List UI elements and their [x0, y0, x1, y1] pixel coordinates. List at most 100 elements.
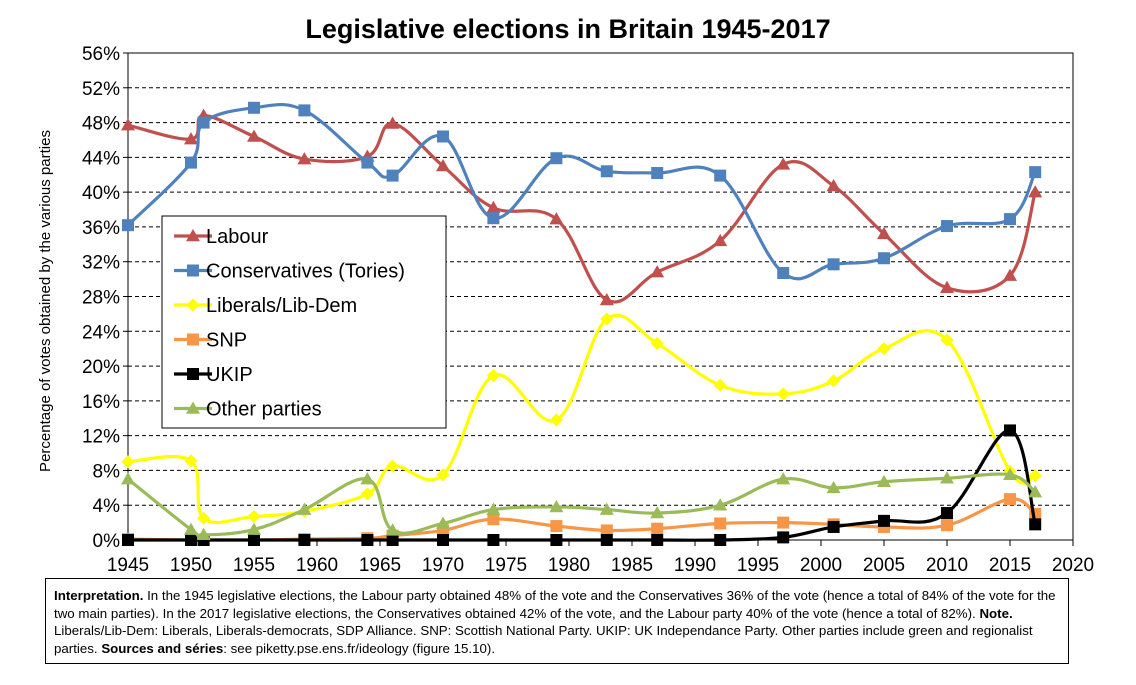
data-point: [385, 116, 400, 129]
interpretation-label: Interpretation.: [54, 588, 144, 603]
y-tick-label: 4%: [93, 496, 121, 517]
data-point: [878, 514, 890, 527]
data-point: [1003, 467, 1017, 481]
data-point: [600, 312, 614, 326]
series-5: [121, 467, 1043, 541]
data-point: [185, 534, 197, 546]
y-tick-label: 40%: [82, 183, 120, 204]
data-point: [361, 156, 374, 169]
x-tick-label: 1955: [233, 555, 275, 576]
data-point: [940, 280, 954, 294]
interpretation-text: In the 1945 legislative elections, the L…: [54, 588, 1056, 621]
legend-entry: SNP: [206, 330, 247, 352]
x-tick-label: 1995: [737, 555, 779, 576]
note-label: Note.: [979, 605, 1013, 621]
legend-marker: [187, 368, 199, 380]
sources-text: : see piketty.pse.ens.fr/ideology (figur…: [223, 640, 496, 656]
x-tick-label: 1960: [296, 555, 338, 576]
data-point: [826, 480, 841, 494]
y-tick-label: 32%: [82, 253, 120, 274]
data-point: [297, 502, 312, 515]
data-point: [940, 471, 954, 484]
data-point: [122, 534, 134, 546]
x-tick-label: 2015: [989, 555, 1031, 576]
data-point: [599, 292, 614, 306]
data-point: [940, 333, 954, 347]
data-point: [121, 455, 135, 469]
data-point: [1028, 185, 1043, 198]
data-point: [1029, 166, 1042, 179]
data-point: [247, 522, 261, 535]
data-point: [184, 522, 198, 535]
data-point: [436, 159, 450, 172]
data-point: [827, 374, 841, 388]
data-point: [486, 369, 500, 383]
data-point: [714, 169, 727, 182]
y-tick-label: 52%: [82, 79, 120, 100]
data-point: [877, 342, 891, 356]
data-point: [878, 252, 890, 265]
data-point: [361, 534, 374, 546]
x-tick-label: 1985: [611, 555, 653, 576]
data-point: [298, 104, 311, 117]
y-tick-label: 44%: [82, 148, 120, 169]
data-point: [651, 522, 664, 535]
data-point: [197, 511, 211, 525]
x-tick-label: 1965: [359, 555, 401, 576]
data-point: [386, 534, 399, 546]
data-point: [487, 534, 500, 546]
interpretation-note: Interpretation. In the 1945 legislative …: [45, 578, 1069, 664]
x-tick-label: 1950: [170, 555, 212, 576]
series-lines: [121, 101, 1043, 546]
x-tick-label: 2010: [926, 555, 968, 576]
x-tick-label: 2020: [1052, 555, 1094, 576]
x-tick-label: 2005: [863, 555, 905, 576]
data-point: [600, 534, 613, 546]
x-tick-label: 1975: [485, 555, 527, 576]
x-axis-ticks: 1945 1950 1955 1960 1965 1970 1975 1980 1985 1990…: [107, 540, 1094, 576]
series-line: [128, 428, 1037, 542]
data-point: [360, 472, 375, 485]
data-point: [1003, 268, 1017, 281]
data-point: [549, 212, 564, 225]
data-point: [297, 152, 312, 165]
data-point: [184, 454, 198, 468]
y-tick-label: 56%: [82, 44, 120, 65]
data-point: [650, 506, 665, 519]
data-point: [360, 487, 374, 501]
x-tick-label: 2000: [800, 555, 842, 576]
data-point: [248, 101, 260, 114]
y-tick-label: 36%: [82, 218, 120, 239]
data-point: [941, 519, 953, 532]
y-tick-label: 0%: [93, 531, 121, 552]
data-point: [877, 474, 891, 487]
legend-entry: Conservatives (Tories): [206, 261, 405, 283]
data-point: [776, 472, 791, 485]
series-2: [121, 312, 1042, 525]
data-point: [713, 378, 727, 392]
data-point: [437, 130, 449, 143]
data-point: [777, 516, 790, 529]
data-point: [714, 534, 727, 546]
data-point: [121, 472, 135, 485]
x-tick-label: 1945: [107, 555, 149, 576]
data-point: [486, 200, 501, 214]
data-point: [248, 534, 260, 546]
data-point: [385, 523, 400, 536]
data-point: [826, 179, 841, 192]
data-point: [436, 468, 450, 482]
legend-marker: [186, 229, 200, 242]
data-point: [247, 129, 261, 142]
legend: Labour Conservatives (Tories) Liberals/Lib…: [161, 215, 447, 429]
legend-entry: Liberals/Lib-Dem: [206, 295, 357, 317]
data-point: [550, 520, 563, 533]
data-point: [713, 233, 728, 247]
y-tick-label: 28%: [82, 288, 120, 309]
data-point: [550, 152, 563, 165]
chart-title: Legislative elections in Britain 1945-20…: [305, 14, 831, 44]
data-point: [877, 226, 891, 240]
note-text: Liberals/Lib-Dem: Liberals, Liberals-dem…: [54, 623, 1033, 656]
data-point: [196, 527, 211, 541]
data-point: [184, 132, 198, 145]
data-point: [487, 513, 500, 526]
